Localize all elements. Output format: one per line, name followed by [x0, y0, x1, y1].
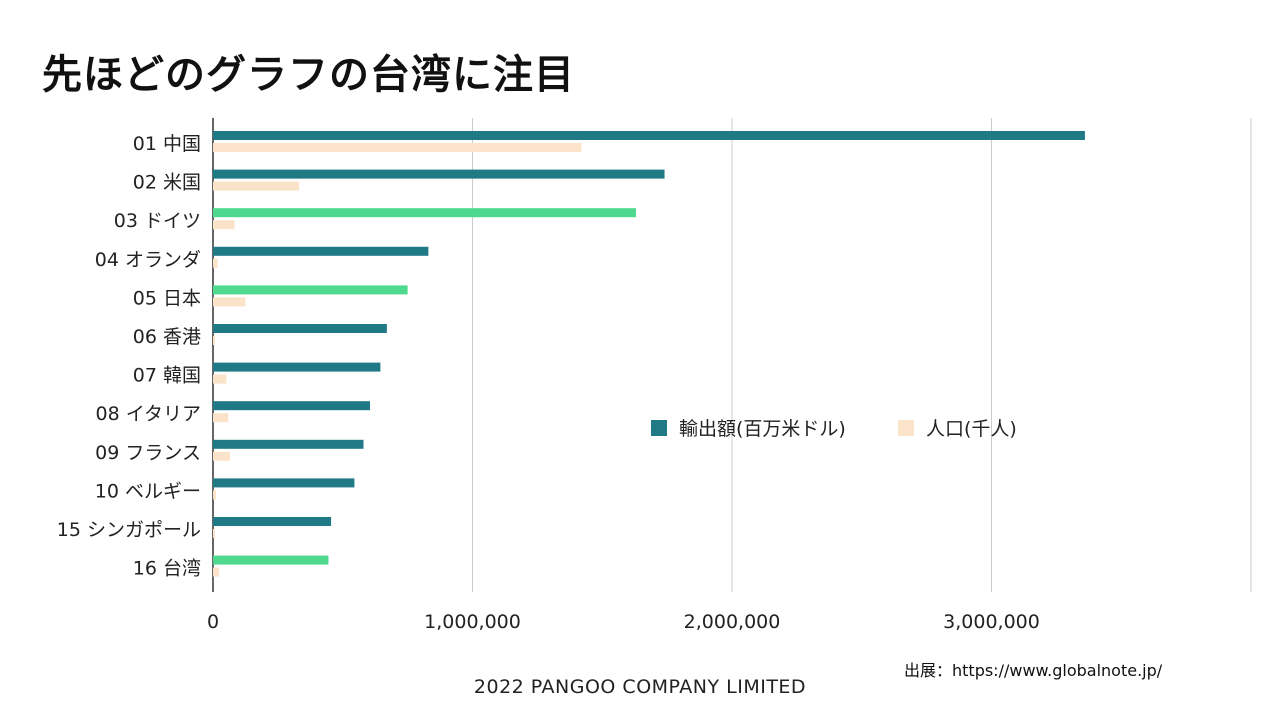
x-tick-label: 3,000,000 [943, 611, 1040, 633]
category-label: 05 日本 [133, 287, 201, 309]
bar-export [213, 169, 665, 179]
bar-population [213, 220, 235, 230]
category-labels: 01 中国 02 米国 03 ドイツ 04 オランダ 05 日本 06 香港 07 韓国 08… [57, 133, 201, 580]
bar-population [213, 143, 582, 152]
bar-population [213, 567, 220, 577]
category-label: 02 米国 [133, 172, 201, 194]
legend-swatch-export [651, 420, 667, 436]
x-tick-labels: 0 1,000,000 2,000,000 3,000,000 [207, 611, 1040, 633]
bar-population [213, 374, 227, 384]
x-tick-label: 0 [207, 611, 219, 633]
bar-population [213, 413, 229, 423]
category-label: 10 ベルギー [95, 480, 201, 502]
category-label: 06 香港 [133, 326, 201, 348]
bar-population [213, 258, 218, 268]
bars [213, 131, 1085, 577]
category-label: 03 ドイツ [114, 210, 201, 232]
bar-chart: 01 中国 02 米国 03 ドイツ 04 オランダ 05 日本 06 香港 07 韓国 08… [57, 118, 1252, 633]
category-label: 16 台湾 [133, 558, 201, 580]
bar-export [213, 324, 387, 333]
bar-export [213, 131, 1085, 140]
slide-title: 先ほどのグラフの台湾に注目 [42, 52, 575, 98]
x-tick-label: 1,000,000 [424, 611, 521, 633]
x-tick-label: 2,000,000 [684, 611, 781, 633]
bar-population [213, 181, 300, 191]
legend-label-population: 人口(千人) [926, 418, 1017, 440]
category-label: 01 中国 [133, 133, 201, 155]
category-label: 09 フランス [95, 442, 201, 464]
bar-export [213, 285, 408, 295]
category-label: 04 オランダ [95, 249, 201, 271]
bar-population [213, 490, 217, 500]
bar-export [213, 401, 370, 411]
bar-population [213, 336, 215, 345]
gridlines [212, 118, 1252, 592]
category-label: 07 韓国 [133, 365, 201, 387]
bar-export [213, 517, 332, 526]
bar-population [213, 297, 246, 307]
bar-export [213, 439, 364, 449]
bar-population [213, 451, 230, 461]
category-label: 15 シンガポール [57, 519, 201, 541]
legend: 輸出額(百万米ドル) 人口(千人) [651, 418, 1017, 440]
source-note: 出展：https://www.globalnote.jp/ [904, 661, 1163, 680]
footer-copyright: 2022 PANGOO COMPANY LIMITED [473, 676, 807, 698]
category-label: 08 イタリア [96, 403, 201, 425]
legend-label-export: 輸出額(百万米ドル) [679, 418, 846, 440]
bar-export [213, 478, 355, 488]
bar-export [213, 362, 381, 372]
bar-export [213, 246, 429, 256]
bar-population [213, 529, 215, 538]
bar-export [213, 555, 329, 565]
bar-export [213, 208, 636, 218]
legend-swatch-population [898, 420, 914, 436]
